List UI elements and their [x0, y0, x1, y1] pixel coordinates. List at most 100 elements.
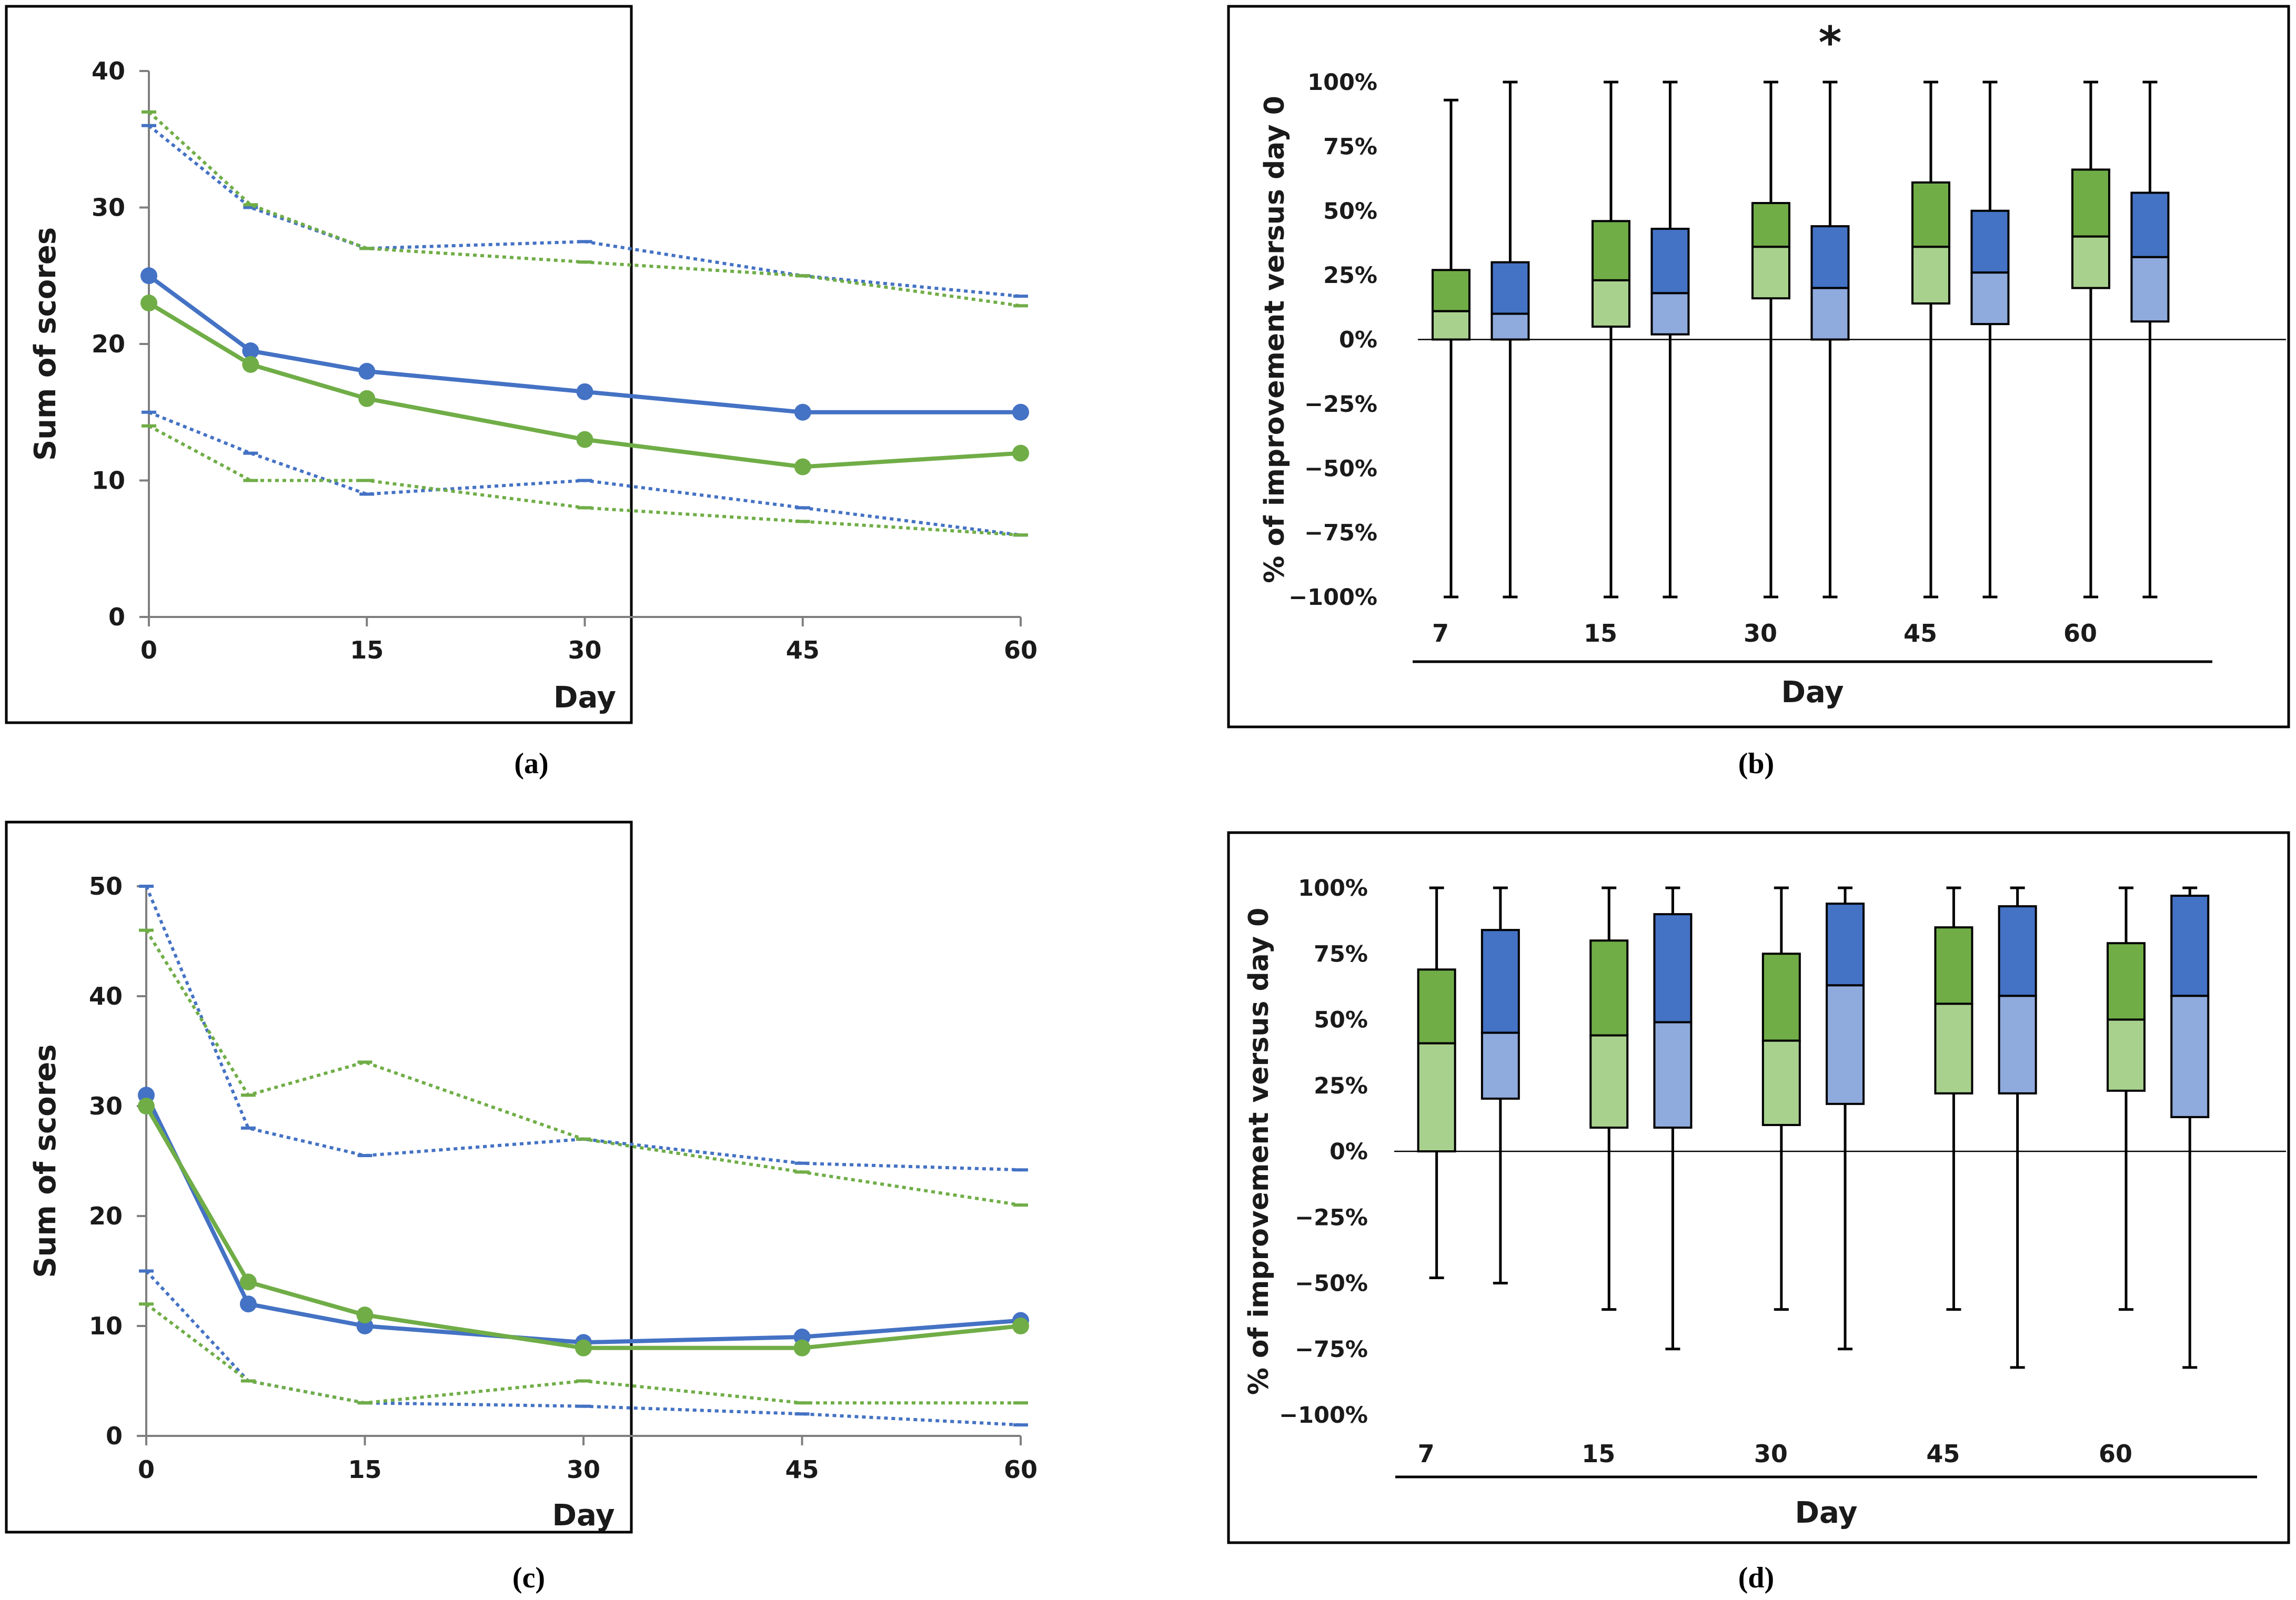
day-group-7: 7: [1417, 886, 1520, 1468]
day-group-30: 30 *: [1744, 17, 1850, 647]
category-label: 60: [2063, 619, 2097, 647]
x-axis-title: Day: [553, 681, 616, 715]
box-lower-quartile: [2170, 995, 2210, 1118]
box-lower-quartile: [1826, 984, 1865, 1105]
y-tick-label: 20: [89, 1202, 123, 1230]
box-green: [1911, 80, 1950, 599]
panel-frame: [1227, 831, 2290, 1544]
box-upper-quartile: [1998, 905, 2037, 997]
category-label: 30: [1754, 1440, 1788, 1468]
box-lower-quartile: [1998, 995, 2037, 1095]
box-green: [1591, 80, 1630, 599]
day-group-60: 60: [2099, 886, 2210, 1468]
y-tick-label: 40: [89, 982, 123, 1010]
box-blue: [1810, 80, 1850, 599]
series-line: [144, 1105, 1021, 1350]
y-tick-label: 0: [108, 603, 125, 631]
box-green: [2071, 80, 2110, 599]
data-point: [140, 267, 157, 285]
box-green: [1751, 80, 1790, 599]
box-upper-quartile: [2071, 168, 2110, 238]
box-green: [1934, 886, 1973, 1311]
data-point: [239, 1273, 257, 1291]
box-lower-quartile: [1417, 1042, 1456, 1152]
y-tick-label: 20: [92, 330, 125, 358]
panel-frame: [1227, 5, 2290, 728]
x-axis-title: Day: [1781, 675, 1844, 710]
data-point: [356, 1307, 374, 1324]
box-upper-quartile: [1417, 968, 1456, 1045]
line-chart-a: 0 10 20 30 40 0 15 30 45 60 Day Sum of scores: [28, 57, 1038, 715]
series-line: [147, 110, 1021, 308]
data-point: [576, 431, 593, 448]
data-point: [1012, 1318, 1029, 1334]
series-green-dotted: [142, 424, 1028, 537]
y-tick-label: 75%: [1314, 941, 1368, 967]
box-blue: [1653, 886, 1693, 1351]
box-upper-quartile: [2107, 942, 2146, 1021]
category-label: 30: [1744, 619, 1777, 647]
series-blue-dotted: [142, 410, 1028, 537]
y-tick-label: 30: [92, 194, 125, 222]
box-blue: [1481, 886, 1520, 1284]
x-tick-label: 45: [786, 636, 820, 664]
box-upper-quartile: [1481, 929, 1520, 1034]
data-point: [358, 362, 376, 380]
box-upper-quartile: [1650, 228, 1690, 295]
data-point: [239, 1295, 257, 1313]
box-lower-quartile: [1810, 287, 1850, 341]
x-axis-title: Day: [552, 1498, 615, 1533]
box-lower-quartile: [1589, 1034, 1629, 1129]
box-lower-quartile: [2107, 1018, 2146, 1092]
box-upper-quartile: [1589, 939, 1629, 1037]
y-axis-title: % of improvement versus day 0: [1259, 96, 1291, 583]
y-tick-label: 0%: [1330, 1139, 1368, 1165]
x-axis-title: Day: [1795, 1496, 1857, 1530]
day-group-30: 30: [1754, 886, 1865, 1468]
box-chart-d: −100% −75% −50% −25% 0% 25% 50% 75% 100% 7 15 30 45 6…: [1243, 875, 2286, 1530]
box-lower-quartile: [1934, 1002, 1973, 1095]
box-chart-b: −100% −75% −50% −25% 0% 25% 50% 75% 100% 7 15 30 * 45…: [1259, 17, 2286, 710]
y-tick-label: 50%: [1323, 198, 1377, 225]
data-point: [794, 403, 811, 421]
y-tick-label: −100%: [1288, 584, 1377, 611]
category-label: 7: [1432, 619, 1449, 647]
box-upper-quartile: [1970, 209, 2010, 274]
data-point: [140, 295, 157, 312]
y-tick-label: 50: [89, 872, 123, 900]
data-point: [138, 1098, 155, 1115]
box-blue: [1826, 886, 1865, 1351]
day-group-60: 60: [2063, 80, 2170, 647]
category-label: 45: [1926, 1440, 1960, 1468]
y-tick-label: −50%: [1304, 455, 1377, 482]
series-line: [144, 1094, 1021, 1345]
box-blue: [2170, 886, 2210, 1369]
series-line: [145, 1302, 1021, 1405]
data-point: [1012, 403, 1029, 421]
series-line: [147, 274, 1021, 414]
panel-caption: (c): [512, 1562, 545, 1594]
category-label: 15: [1584, 619, 1617, 647]
box-green: [1417, 886, 1456, 1279]
box-lower-quartile: [1911, 246, 1950, 305]
box-blue: [1998, 886, 2037, 1369]
x-tick-label: 30: [567, 1455, 600, 1484]
box-lower-quartile: [1491, 312, 1530, 341]
series-green-solid: [138, 1098, 1029, 1356]
x-tick-label: 60: [1004, 1455, 1038, 1484]
series-line: [145, 1270, 1021, 1427]
y-tick-label: 0%: [1339, 327, 1377, 353]
y-tick-label: 30: [89, 1092, 123, 1120]
y-tick-label: −25%: [1295, 1204, 1368, 1231]
x-tick-label: 0: [138, 1455, 155, 1484]
y-axis-title: Sum of scores: [28, 227, 63, 461]
data-point: [576, 383, 593, 400]
box-upper-quartile: [1810, 225, 1850, 289]
y-tick-label: 50%: [1314, 1007, 1368, 1034]
series-line: [148, 124, 1021, 298]
data-point: [242, 356, 259, 373]
box-blue: [1650, 80, 1690, 599]
y-tick-label: 10: [89, 1312, 123, 1340]
box-lower-quartile: [2071, 235, 2110, 289]
y-tick-label: −75%: [1304, 520, 1377, 546]
